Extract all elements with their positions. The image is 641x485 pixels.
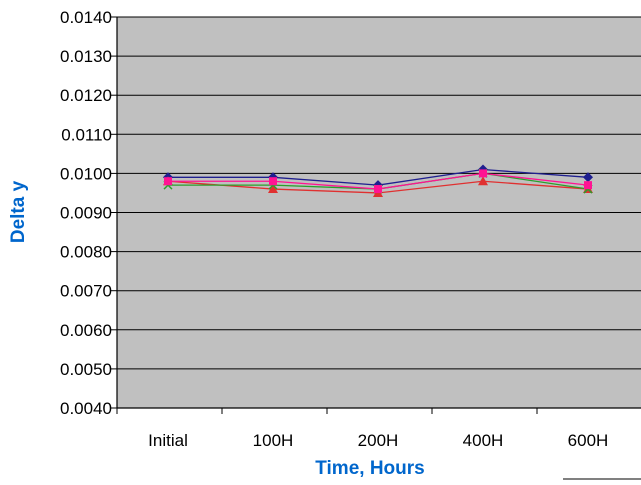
y-tick-label: 0.0120 (60, 86, 112, 105)
data-point-series-4 (584, 181, 592, 190)
tick-labels: 0.0040 0.0050 0.0060 0.0070 0.0080 0.0090 0.01… (60, 8, 608, 450)
y-tick-label: 0.0100 (60, 164, 112, 183)
y-tick-label: 0.0140 (60, 8, 112, 27)
series-group (163, 164, 593, 197)
x-tick-label: 600H (568, 431, 609, 450)
x-axis-title: Time, Hours (315, 458, 424, 479)
data-point-series-4 (374, 185, 382, 194)
data-point-series-4 (164, 177, 172, 186)
y-tick-label: 0.0130 (60, 47, 112, 66)
y-tick-label: 0.0040 (60, 399, 112, 418)
data-point-series-4 (479, 169, 487, 178)
data-point-series-2 (478, 176, 488, 186)
data-point-series-4 (269, 177, 277, 186)
x-tick-label: Initial (148, 431, 188, 450)
x-tick-label: 200H (358, 431, 399, 450)
y-tick-label: 0.0080 (60, 243, 112, 262)
x-tick-label: 400H (463, 431, 504, 450)
y-axis-title: Delta y (8, 180, 29, 243)
axes (111, 16, 641, 414)
x-tick-label: 100H (253, 431, 294, 450)
y-tick-label: 0.0070 (60, 282, 112, 301)
y-tick-label: 0.0090 (60, 204, 112, 223)
data-point-series-2 (268, 184, 278, 194)
data-point-series-1 (583, 172, 593, 183)
grid-lines (117, 16, 641, 409)
y-tick-label: 0.0060 (60, 321, 112, 340)
y-tick-label: 0.0110 (61, 125, 112, 144)
y-tick-label: 0.0050 (60, 360, 112, 379)
